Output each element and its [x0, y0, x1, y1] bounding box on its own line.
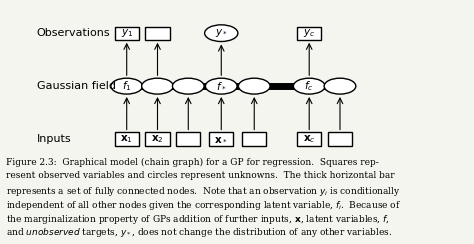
Text: $\mathbf{x}_2$: $\mathbf{x}_2$	[151, 133, 164, 145]
Text: $y_1$: $y_1$	[120, 27, 133, 39]
Ellipse shape	[238, 78, 270, 94]
Text: represents a set of fully connected nodes.  Note that an observation $y_i$ is co: represents a set of fully connected node…	[6, 185, 401, 198]
FancyBboxPatch shape	[242, 132, 266, 146]
FancyBboxPatch shape	[297, 27, 321, 40]
FancyBboxPatch shape	[115, 132, 139, 146]
Ellipse shape	[205, 25, 238, 41]
Text: the marginalization property of GPs addition of further inputs, $\mathbf{x}$, la: the marginalization property of GPs addi…	[6, 213, 390, 226]
FancyBboxPatch shape	[176, 132, 201, 146]
Text: and $\it{unobserved}$ targets, $y_*$, does not change the distribution of any ot: and $\it{unobserved}$ targets, $y_*$, do…	[6, 226, 392, 240]
Text: $f_c$: $f_c$	[304, 79, 314, 93]
Text: $f_1$: $f_1$	[122, 79, 131, 93]
FancyBboxPatch shape	[297, 132, 321, 146]
Ellipse shape	[142, 78, 173, 94]
Ellipse shape	[111, 78, 143, 94]
Text: $y_*$: $y_*$	[215, 27, 228, 39]
Text: resent observed variables and circles represent unknowns.  The thick horizontal : resent observed variables and circles re…	[6, 172, 394, 180]
Text: Gaussian field: Gaussian field	[36, 81, 116, 91]
FancyBboxPatch shape	[115, 27, 139, 40]
Ellipse shape	[293, 78, 325, 94]
Text: Inputs: Inputs	[36, 134, 71, 144]
Ellipse shape	[205, 78, 237, 94]
Text: $\mathbf{x}_c$: $\mathbf{x}_c$	[303, 133, 316, 145]
Text: $y_c$: $y_c$	[303, 27, 315, 39]
Text: Figure 2.3:  Graphical model (chain graph) for a GP for regression.  Squares rep: Figure 2.3: Graphical model (chain graph…	[6, 158, 379, 167]
Ellipse shape	[173, 78, 204, 94]
Text: $\mathbf{x}_1$: $\mathbf{x}_1$	[120, 133, 133, 145]
Text: independent of all other nodes given the corresponding latent variable, $f_i$.  : independent of all other nodes given the…	[6, 199, 401, 212]
Text: $f_*$: $f_*$	[216, 81, 227, 91]
FancyBboxPatch shape	[146, 132, 170, 146]
FancyBboxPatch shape	[209, 132, 233, 146]
Text: Observations: Observations	[36, 28, 110, 38]
FancyBboxPatch shape	[146, 27, 170, 40]
Ellipse shape	[324, 78, 356, 94]
FancyBboxPatch shape	[328, 132, 352, 146]
Text: $\mathbf{x}_*$: $\mathbf{x}_*$	[214, 134, 228, 144]
